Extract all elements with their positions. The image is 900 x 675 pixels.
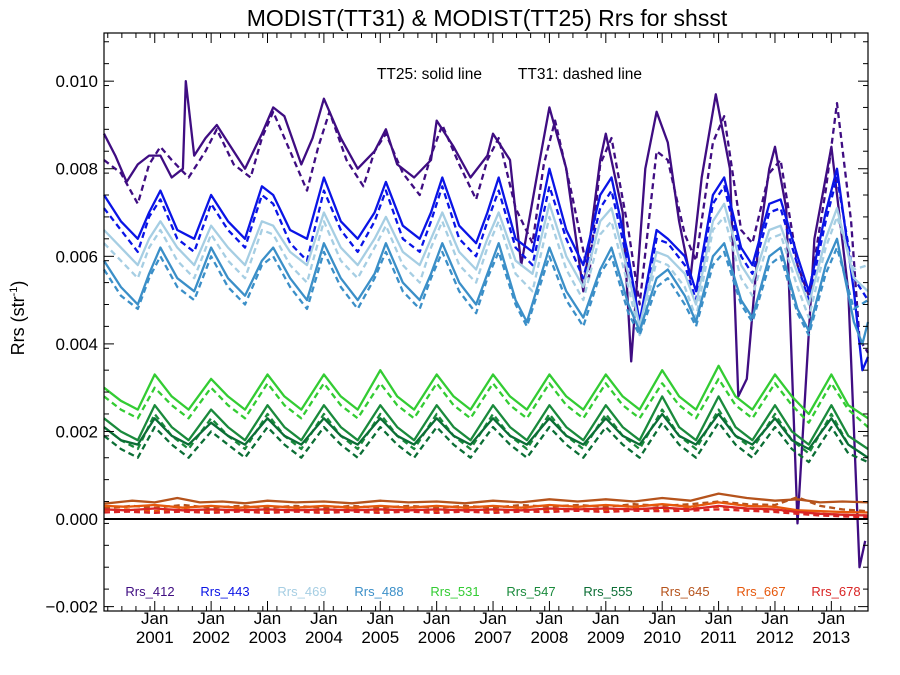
x-tick-label-year: 2008	[531, 628, 569, 647]
x-tick-label-month: Jan	[592, 609, 619, 628]
legend-entry-Rrs_412: Rrs_412	[125, 584, 174, 599]
plot-frame	[103, 32, 869, 612]
x-tick-label-month: Jan	[705, 609, 732, 628]
x-tick-label-month: Jan	[479, 609, 506, 628]
legend-entry-Rrs_555: Rrs_555	[583, 584, 632, 599]
series-Rrs_412-solid	[102, 80, 867, 569]
series-layer	[102, 80, 870, 569]
legend-entry-Rrs_645: Rrs_645	[660, 584, 709, 599]
legend-entry-Rrs_667: Rrs_667	[736, 584, 785, 599]
x-tick-label-year: 2010	[643, 628, 681, 647]
series-Rrs_469-dashed	[103, 215, 869, 337]
series-Rrs_645-solid	[103, 492, 869, 505]
y-axis-label-superscript: -1	[8, 287, 20, 297]
y-tick-label: 0.006	[55, 247, 98, 266]
y-tick-label: 0.004	[55, 335, 98, 354]
legend-entry-Rrs_443: Rrs_443	[200, 584, 249, 599]
y-tick-label: 0.002	[55, 422, 98, 441]
legend-entry-Rrs_488: Rrs_488	[354, 584, 403, 599]
legend: Rrs_412 Rrs_443 Rrs_469 Rrs_488 Rrs_531 Rrs_5…	[125, 584, 860, 599]
chart-title: MODIST(TT31) & MODIST(TT25) Rrs for shss…	[247, 5, 728, 31]
x-tick-label-month: Jan	[648, 609, 675, 628]
y-tick-label: 0.000	[55, 510, 98, 529]
x-tick-label-year: 2011	[700, 628, 737, 647]
x-tick-label-year: 2004	[305, 628, 343, 647]
x-tick-label-year: 2003	[249, 628, 287, 647]
x-axis: Jan2001Jan2002Jan2003Jan2004Jan2005Jan20…	[107, 33, 856, 647]
series-Rrs_645-dashed	[103, 496, 869, 513]
y-tick-label: 0.008	[55, 160, 98, 179]
x-tick-label-month: Jan	[423, 609, 450, 628]
series-Rrs_469-solid	[103, 202, 869, 328]
x-tick-label-month: Jan	[818, 609, 845, 628]
legend-entry-Rrs_547: Rrs_547	[506, 584, 555, 599]
legend-entry-Rrs_531: Rrs_531	[430, 584, 479, 599]
series-Rrs_531-solid	[103, 364, 869, 420]
series-Rrs_531-dashed	[103, 377, 869, 428]
series-Rrs_555-dashed	[103, 421, 869, 464]
series-Rrs_678-dashed	[103, 508, 869, 519]
x-tick-label-year: 2002	[192, 628, 230, 647]
y-tick-label: 0.010	[55, 72, 98, 91]
x-tick-label-month: Jan	[141, 609, 168, 628]
series-Rrs_667-solid	[103, 501, 869, 514]
y-axis: −0.002 0.000 0.002 0.004 0.006 0.008 0.010	[46, 41, 868, 617]
y-tick-label: −0.002	[46, 598, 98, 617]
x-tick-label-year: 2013	[812, 628, 850, 647]
annotation-solid-line: TT25: solid line	[377, 66, 482, 83]
x-tick-label-year: 2005	[361, 628, 399, 647]
series-Rrs_443-dashed	[103, 176, 869, 328]
x-tick-label-month: Jan	[197, 609, 224, 628]
x-tick-label-year: 2012	[756, 628, 794, 647]
series-Rrs_547-solid	[103, 395, 869, 450]
series-Rrs_488-dashed	[103, 246, 869, 337]
x-tick-label-month: Jan	[367, 609, 394, 628]
annotation-dashed-line: TT31: dashed line	[518, 66, 642, 83]
series-Rrs_443-solid	[103, 167, 870, 372]
series-Rrs_488-solid	[103, 237, 870, 346]
y-axis-label-main: Rrs (str	[8, 296, 28, 355]
x-tick-label-year: 2009	[587, 628, 625, 647]
x-tick-label-year: 2001	[136, 628, 174, 647]
x-tick-label-month: Jan	[254, 609, 281, 628]
legend-entry-Rrs_469: Rrs_469	[277, 584, 326, 599]
legend-entry-Rrs_678: Rrs_678	[811, 584, 860, 599]
series-Rrs_412-dashed	[103, 101, 869, 354]
series-Rrs_678-solid	[103, 504, 869, 517]
x-tick-label-month: Jan	[761, 609, 788, 628]
series-Rrs_555-solid	[103, 412, 869, 459]
x-tick-label-year: 2006	[418, 628, 456, 647]
x-tick-label-year: 2007	[474, 628, 512, 647]
x-tick-label-month: Jan	[310, 609, 337, 628]
x-tick-label-month: Jan	[536, 609, 563, 628]
y-axis-label-close: )	[8, 281, 28, 287]
y-axis-label: Rrs (str-1)	[8, 281, 28, 356]
